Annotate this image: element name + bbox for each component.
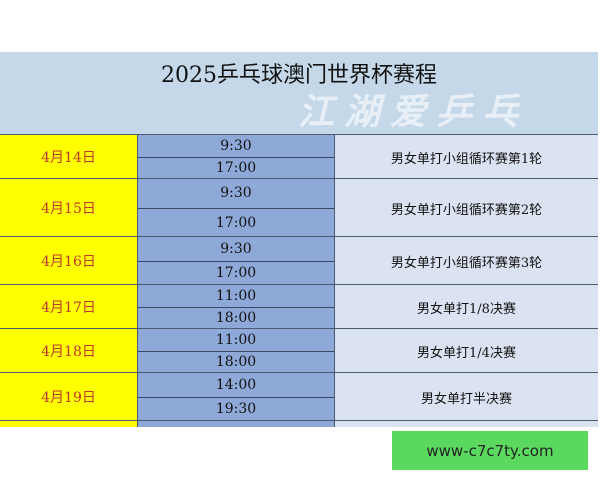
event-cell: 男女单打1/8决赛 <box>334 285 598 329</box>
date-cell: 4月17日 <box>0 285 138 329</box>
event-cell <box>334 421 598 427</box>
time-cell <box>138 421 334 427</box>
event-cell: 男女单打半决赛 <box>334 373 598 421</box>
watermark: 江湖爱乒乓 <box>298 92 529 133</box>
event-cell: 男女单打小组循环赛第1轮 <box>334 135 598 179</box>
time-slot: 9:30 <box>220 185 252 202</box>
time-cell: 11:00 18:00 <box>138 329 334 373</box>
date-cell: 4月18日 <box>0 329 138 373</box>
table-row: 4月18日 11:00 18:00 男女单打1/4决赛 <box>0 328 598 373</box>
time-slot: 18:00 <box>138 350 334 374</box>
event-cell: 男女单打1/4决赛 <box>334 329 598 373</box>
time-slot: 18:00 <box>138 306 334 330</box>
date-cell: 4月14日 <box>0 135 138 179</box>
time-cell: 9:30 17:00 <box>138 135 334 179</box>
time-slot: 11:00 <box>215 331 257 348</box>
event-cell: 男女单打小组循环赛第3轮 <box>334 237 598 285</box>
table-row: 4月19日 14:00 19:30 男女单打半决赛 <box>0 372 598 421</box>
time-slot: 17:00 <box>138 260 334 286</box>
time-slot: 14:00 <box>215 376 257 393</box>
date-cell <box>0 421 138 427</box>
table-row-partial <box>0 420 598 427</box>
website-banner-link[interactable]: www-c7c7ty.com <box>392 431 588 470</box>
time-slot: 19:30 <box>138 396 334 422</box>
date-cell: 4月19日 <box>0 373 138 421</box>
table-row: 4月16日 9:30 17:00 男女单打小组循环赛第3轮 <box>0 236 598 285</box>
table-row: 4月15日 9:30 17:00 男女单打小组循环赛第2轮 <box>0 178 598 237</box>
time-cell: 14:00 19:30 <box>138 373 334 421</box>
table-row: 4月14日 9:30 17:00 男女单打小组循环赛第1轮 <box>0 134 598 179</box>
date-cell: 4月16日 <box>0 237 138 285</box>
time-slot: 17:00 <box>138 156 334 180</box>
page-title: 2025乒乓球澳门世界杯赛程 <box>161 63 437 88</box>
event-cell: 男女单打小组循环赛第2轮 <box>334 179 598 237</box>
time-slot: 9:30 <box>220 137 252 154</box>
date-cell: 4月15日 <box>0 179 138 237</box>
time-cell: 9:30 17:00 <box>138 237 334 285</box>
table-row: 4月17日 11:00 18:00 男女单打1/8决赛 <box>0 284 598 329</box>
schedule-table: 2025乒乓球澳门世界杯赛程 江湖爱乒乓 4月14日 9:30 17:00 男女… <box>0 52 598 427</box>
time-slot: 17:00 <box>138 207 334 238</box>
time-slot: 11:00 <box>215 287 257 304</box>
time-cell: 9:30 17:00 <box>138 179 334 237</box>
time-slot: 9:30 <box>220 240 252 257</box>
time-cell: 11:00 18:00 <box>138 285 334 329</box>
